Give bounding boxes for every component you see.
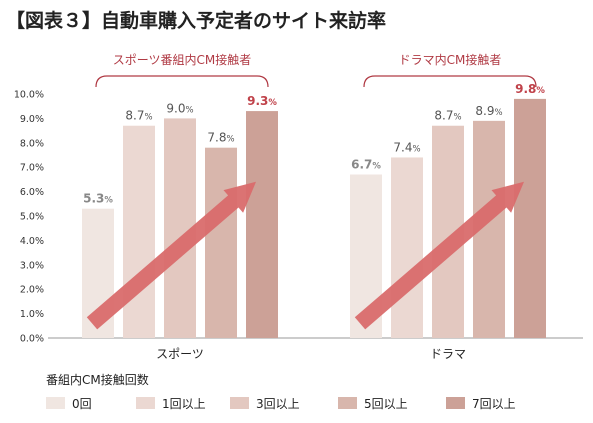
legend: 番組内CM接触回数 0回 1回以上 3回以上 5回以上 7回以上 xyxy=(46,372,516,411)
legend-swatch xyxy=(338,397,357,409)
y-tick-label: 9.0% xyxy=(20,114,44,125)
overlays: スポーツ番組内CM接触者 ドラマ内CM接触者 xyxy=(86,52,537,330)
legend-swatch xyxy=(46,397,65,409)
y-tick-label: 5.0% xyxy=(20,212,44,223)
trend-arrow xyxy=(354,181,524,330)
y-tick-label: 7.0% xyxy=(20,163,44,174)
value-label: 9.8% xyxy=(515,82,545,96)
x-axis: スポーツ ドラマ xyxy=(156,347,466,361)
value-label: 8.7% xyxy=(434,109,461,123)
value-label: 6.7% xyxy=(351,158,381,172)
value-label: 9.0% xyxy=(166,101,193,115)
y-tick-label: 10.0% xyxy=(14,90,44,101)
trend-arrow xyxy=(86,181,256,330)
y-tick-label: 4.0% xyxy=(20,236,44,247)
legend-label: 7回以上 xyxy=(472,397,516,411)
value-label: 9.3% xyxy=(247,94,277,108)
bar xyxy=(123,125,155,338)
legend-label: 1回以上 xyxy=(162,397,206,411)
value-label: 7.4% xyxy=(393,140,420,154)
value-label: 8.7% xyxy=(125,109,152,123)
bar xyxy=(514,98,546,338)
y-tick-label: 6.0% xyxy=(20,187,44,198)
group-label: スポーツ番組内CM接触者 xyxy=(113,52,252,67)
y-tick-label: 2.0% xyxy=(20,285,44,296)
y-tick-label: 8.0% xyxy=(20,138,44,149)
value-label: 7.8% xyxy=(207,131,234,145)
group-bracket xyxy=(95,75,269,88)
chart-title: 【図表３】自動車購入予定者のサイト来訪率 xyxy=(6,9,386,32)
group-label: ドラマ内CM接触者 xyxy=(399,52,502,67)
y-tick-label: 3.0% xyxy=(20,260,44,271)
bars: 5.3% 8.7% 9.0% 7.8% 9.3% 6.7% 7.4% 8.7% 8.9% 9.8% xyxy=(82,82,546,339)
value-label: 5.3% xyxy=(83,192,113,206)
bar xyxy=(391,157,423,338)
bar xyxy=(246,111,278,338)
legend-label: 5回以上 xyxy=(364,397,408,411)
value-label: 8.9% xyxy=(475,104,502,118)
y-tick-label: 0.0% xyxy=(20,334,44,345)
legend-label: 0回 xyxy=(72,397,92,411)
y-tick-label: 1.0% xyxy=(20,309,44,320)
legend-label: 3回以上 xyxy=(256,397,300,411)
legend-swatch xyxy=(230,397,249,409)
bar xyxy=(205,147,237,338)
group-bracket xyxy=(363,75,537,88)
legend-swatch xyxy=(446,397,465,409)
x-category-label: ドラマ xyxy=(430,347,466,361)
legend-title: 番組内CM接触回数 xyxy=(46,372,149,387)
legend-swatch xyxy=(136,397,155,409)
x-category-label: スポーツ xyxy=(156,347,204,361)
